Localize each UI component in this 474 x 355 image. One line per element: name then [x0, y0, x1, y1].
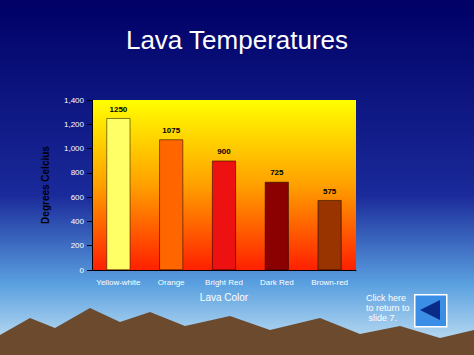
- svg-text:600: 600: [71, 193, 85, 202]
- svg-text:Dark Red: Dark Red: [260, 278, 294, 287]
- svg-text:0: 0: [80, 266, 85, 275]
- svg-text:to return to: to return to: [366, 303, 410, 313]
- svg-text:Yellow-white: Yellow-white: [96, 278, 141, 287]
- svg-text:800: 800: [71, 168, 85, 177]
- svg-text:900: 900: [217, 147, 231, 156]
- svg-text:Degrees Celcius: Degrees Celcius: [40, 146, 51, 224]
- svg-text:1,400: 1,400: [64, 96, 85, 105]
- svg-text:Lava Color: Lava Color: [200, 292, 249, 303]
- svg-text:Bright Red: Bright Red: [205, 278, 243, 287]
- svg-text:400: 400: [71, 217, 85, 226]
- svg-text:Brown-red: Brown-red: [311, 278, 348, 287]
- svg-text:725: 725: [270, 168, 284, 177]
- svg-text:575: 575: [323, 187, 337, 196]
- svg-text:Orange: Orange: [158, 278, 185, 287]
- svg-text:1,000: 1,000: [64, 144, 85, 153]
- svg-text:1,200: 1,200: [64, 120, 85, 129]
- svg-text:Lava Temperatures: Lava Temperatures: [126, 25, 348, 55]
- svg-text:1250: 1250: [110, 105, 128, 114]
- svg-text:slide 7.: slide 7.: [366, 313, 397, 323]
- svg-text:Click here: Click here: [366, 293, 409, 303]
- svg-text:200: 200: [71, 241, 85, 250]
- svg-text:1075: 1075: [162, 126, 180, 135]
